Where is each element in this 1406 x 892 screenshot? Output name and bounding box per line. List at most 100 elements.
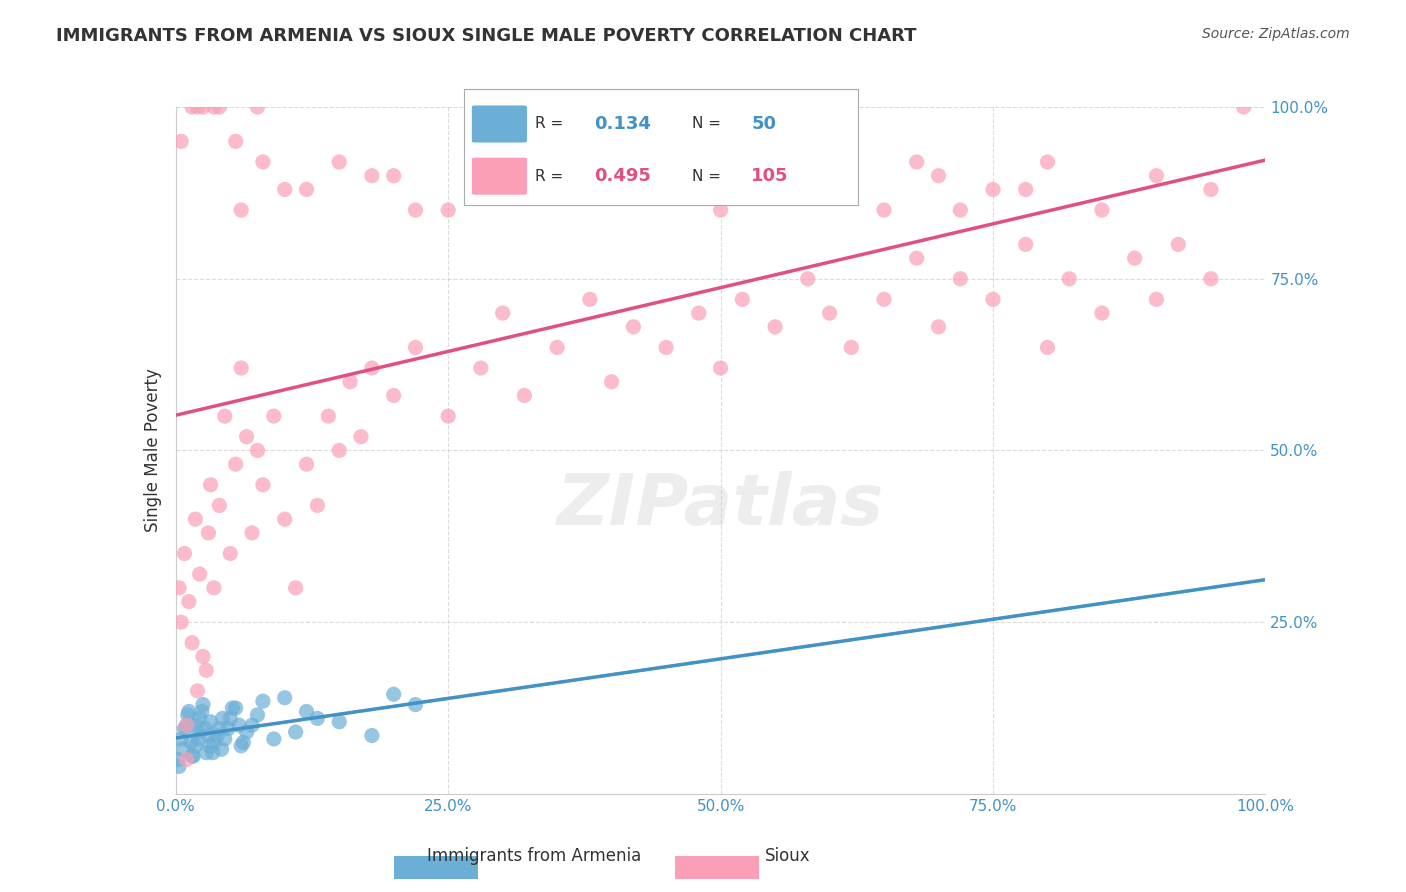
- Point: [1123, 251, 1146, 265]
- Point: [1059, 271, 1081, 285]
- Point: [187, 731, 209, 746]
- Point: [579, 100, 602, 114]
- Point: [208, 499, 231, 513]
- Point: [284, 725, 307, 739]
- Point: [949, 271, 972, 285]
- Point: [252, 155, 274, 169]
- Point: [252, 694, 274, 708]
- Point: [382, 687, 405, 701]
- Point: [219, 546, 242, 561]
- Point: [167, 753, 190, 767]
- Point: [328, 155, 350, 169]
- Text: 50: 50: [751, 115, 776, 133]
- Point: [231, 361, 253, 376]
- Point: [1091, 202, 1114, 217]
- Text: N =: N =: [692, 169, 725, 184]
- Point: [172, 742, 194, 756]
- Point: [350, 430, 373, 444]
- Point: [263, 731, 285, 746]
- Point: [202, 100, 225, 114]
- Point: [246, 707, 269, 722]
- Point: [186, 683, 209, 698]
- Point: [339, 375, 361, 389]
- Point: [492, 134, 515, 148]
- Point: [470, 361, 492, 376]
- Point: [710, 361, 733, 376]
- Text: N =: N =: [692, 117, 725, 131]
- Point: [328, 714, 350, 729]
- Point: [197, 729, 219, 743]
- Point: [1091, 306, 1114, 320]
- Point: [818, 169, 841, 183]
- Point: [295, 457, 318, 471]
- Point: [195, 746, 218, 760]
- Point: [225, 701, 247, 715]
- Text: Source: ZipAtlas.com: Source: ZipAtlas.com: [1202, 27, 1350, 41]
- Point: [198, 739, 221, 753]
- Point: [176, 753, 198, 767]
- Point: [184, 739, 207, 753]
- Point: [228, 718, 250, 732]
- Point: [621, 319, 644, 334]
- Point: [170, 731, 193, 746]
- Point: [1199, 271, 1222, 285]
- Point: [214, 731, 236, 746]
- Point: [437, 409, 460, 424]
- Point: [214, 409, 236, 424]
- Point: [219, 711, 242, 725]
- Point: [181, 100, 204, 114]
- Point: [200, 478, 222, 492]
- Point: [928, 169, 950, 183]
- Point: [202, 581, 225, 595]
- Point: [1167, 237, 1189, 252]
- Point: [177, 594, 200, 608]
- Point: [191, 649, 214, 664]
- Point: [186, 718, 208, 732]
- Text: 0.134: 0.134: [593, 115, 651, 133]
- Point: [688, 306, 710, 320]
- Point: [1015, 237, 1038, 252]
- Point: [905, 155, 928, 169]
- Point: [177, 707, 200, 722]
- Point: [263, 409, 285, 424]
- Point: [361, 729, 384, 743]
- Point: [731, 293, 754, 307]
- Point: [981, 182, 1004, 196]
- Point: [231, 739, 253, 753]
- Point: [763, 182, 786, 196]
- Text: IMMIGRANTS FROM ARMENIA VS SIOUX SINGLE MALE POVERTY CORRELATION CHART: IMMIGRANTS FROM ARMENIA VS SIOUX SINGLE …: [56, 27, 917, 45]
- Point: [818, 306, 841, 320]
- Point: [186, 725, 209, 739]
- Point: [949, 202, 972, 217]
- Point: [361, 169, 384, 183]
- Point: [546, 340, 568, 354]
- Point: [818, 155, 841, 169]
- Point: [382, 169, 405, 183]
- Point: [232, 735, 254, 749]
- Point: [181, 749, 204, 764]
- Point: [318, 409, 340, 424]
- Point: [246, 100, 269, 114]
- Point: [382, 388, 405, 402]
- Point: [180, 735, 202, 749]
- Point: [170, 615, 193, 630]
- Point: [235, 725, 257, 739]
- Point: [191, 100, 214, 114]
- Point: [200, 714, 222, 729]
- Point: [1146, 169, 1168, 183]
- Point: [225, 134, 247, 148]
- Point: [235, 430, 257, 444]
- Point: [184, 512, 207, 526]
- FancyBboxPatch shape: [472, 158, 527, 194]
- Point: [188, 567, 211, 582]
- Text: 0.495: 0.495: [593, 167, 651, 186]
- Point: [513, 388, 536, 402]
- Y-axis label: Single Male Poverty: Single Male Poverty: [143, 368, 162, 533]
- Point: [197, 525, 219, 540]
- Point: [211, 711, 233, 725]
- Point: [274, 690, 297, 705]
- Point: [240, 525, 263, 540]
- Point: [295, 182, 318, 196]
- Point: [225, 457, 247, 471]
- Point: [905, 251, 928, 265]
